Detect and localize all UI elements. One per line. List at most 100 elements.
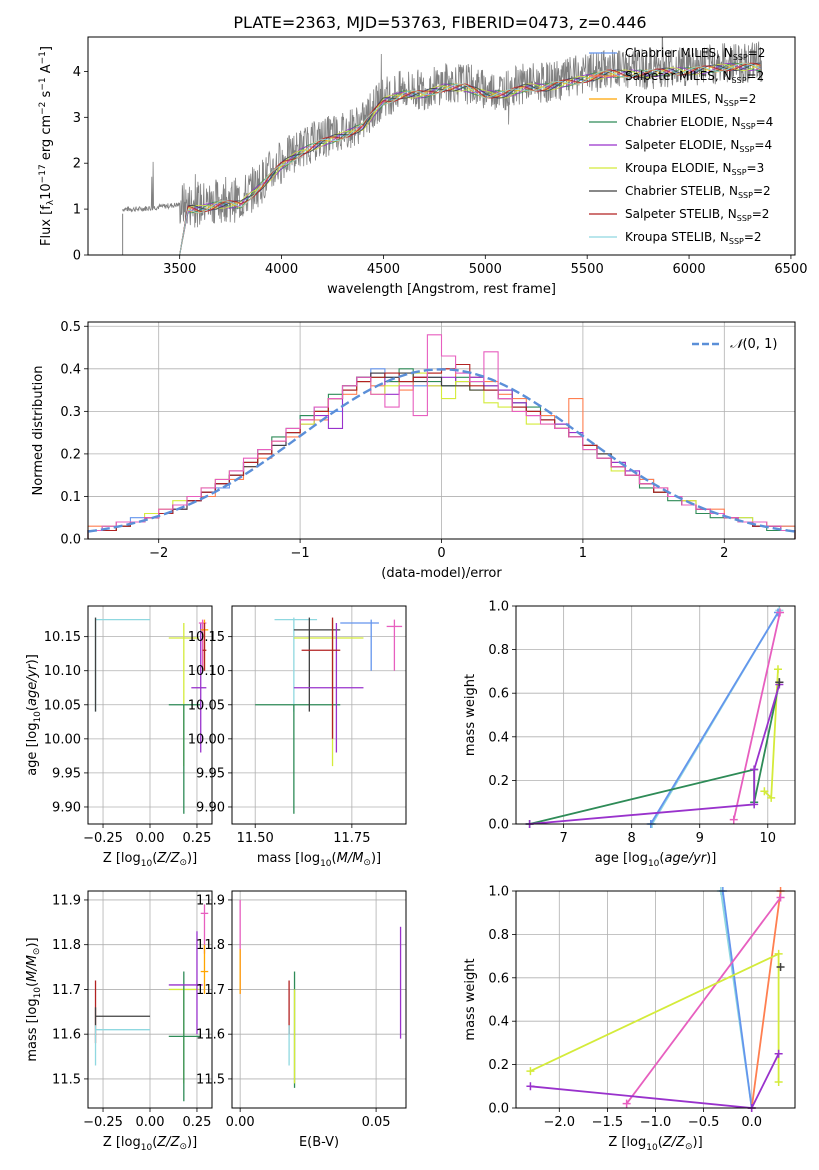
y-tick-label: 0.0 [60,533,81,548]
legend-sub: SSP [738,191,753,200]
legend-text: (0, 1) [742,337,777,352]
y-axis-label: mass weight [463,958,478,1040]
x-axis-label-part: 10 [320,859,332,869]
legend-text: Salpeter MILES, N [625,69,732,83]
mass-weight-marker [776,608,785,617]
y-tick-label: 11.5 [52,1072,81,1087]
model-spectrum-line [179,63,761,255]
y-axis-label-part: A [39,64,54,77]
x-tick-label: −2 [149,546,168,561]
x-tick-label: 0.05 [362,1115,391,1130]
y-tick-label: 11.9 [196,893,225,908]
mass-weight-line [530,952,780,1082]
x-axis-label-part: Z [log [103,1135,141,1150]
age-vs-metallicity-panel: −0.25 0.00 0.25 9.90 9.95 10.00 10.05 10.10 10.1… [25,605,213,869]
legend-text: Kroupa STELIB, N [625,230,729,244]
x-axis-label-part: )] [187,1135,197,1150]
x-axis-label: wavelength [Angstrom, rest frame] [327,282,556,297]
x-tick-label: 11.75 [333,831,370,846]
x-axis-label-part: 10 [648,859,660,869]
x-axis-label: Z [log10(Z/Z⊙)] [103,851,197,869]
x-axis-label-part: Z [log [608,1135,646,1150]
y-tick-label: 0.4 [60,362,81,377]
axes-frame [515,605,796,825]
mass-weight-marker [775,678,784,687]
y-axis-label-part: −17 [38,164,48,183]
legend-tail: =2 [744,230,762,244]
y-tick-label: 9.95 [52,766,81,781]
legend-sub: SSP [729,237,744,246]
legend-entry: Salpeter STELIB, NSSP=2 [625,207,769,223]
x-axis-label-part: Z/Z [662,1135,686,1150]
x-axis-label-part: wavelength [Angstrom, rest frame] [327,282,556,297]
x-axis-label: age [log10(age/yr)] [595,851,717,869]
legend-entry: Chabrier STELIB, NSSP=2 [625,184,771,200]
x-tick-label: −0.25 [83,1115,123,1130]
x-axis-label-part: )] [693,1135,703,1150]
x-tick-label: 1 [579,546,587,561]
normal-curve [87,368,796,533]
x-axis-label: E(B-V) [299,1135,339,1150]
mass-weight-vs-metallicity-panel: −2.0 −1.5 −1.0 −0.5 0.0 0.0 0.2 0.4 0.6 0.8 1.0 Z [… [463,885,796,1153]
legend-sub: SSP [739,145,754,154]
legend-entry: Salpeter ELODIE, NSSP=4 [625,138,772,154]
x-tick-label: −1.5 [592,1115,624,1130]
y-axis-label-part: 10 [33,987,43,999]
y-axis-label-part: mass [log [25,998,40,1061]
mass-weight-line [750,890,782,1109]
legend-text: Kroupa MILES, N [625,92,724,106]
mass-weight-marker [760,787,769,796]
y-tick-label: 0.0 [488,818,509,833]
y-tick-label: 11.8 [52,938,81,953]
y-tick-label: 0.1 [60,490,81,505]
legend-entry: Chabrier MILES, NSSP=2 [625,46,765,62]
legend-text: Chabrier MILES, N [625,46,733,60]
x-axis-label-part: ⊙ [179,1142,187,1152]
x-axis-label-part: (data-model)/error [381,566,502,581]
x-axis-label-part: age [log [595,851,648,866]
mass-weight-line [721,890,753,1109]
y-axis-label-part: M/M [25,955,40,982]
legend-tail: =2 [739,92,757,106]
mass-weight-marker [774,1077,783,1086]
model-spectrum-line [179,62,761,255]
mass-weight-marker [750,765,759,774]
y-tick-label: 10.15 [188,630,225,645]
y-tick-label: 0.4 [488,730,509,745]
y-tick-label: 11.8 [196,938,225,953]
mass-weight-marker [622,1099,631,1108]
y-axis-label: mass [log10(M/M⊙)] [25,937,43,1061]
x-tick-label: 8 [628,831,636,846]
legend-tail: =2 [753,184,771,198]
x-tick-label: 5000 [469,262,502,277]
y-axis-label-part: erg cm [39,115,54,164]
residual-histogram-panel: −2 −1 0 1 2 0.0 0.1 0.2 0.3 0.4 0.5 (data-model)/er… [31,320,796,581]
y-tick-label: 11.6 [52,1028,81,1043]
y-axis-label-part: )] [25,937,40,947]
y-axis-label-part: Normed distribution [31,366,46,496]
y-axis-label-part: ⊙ [32,948,42,956]
y-tick-label: 0.2 [488,774,509,789]
legend-tail: =2 [752,207,770,221]
legend-tail: =4 [756,115,774,129]
mass-weight-marker [774,949,783,958]
y-axis-label-part: age [log [25,723,40,776]
y-tick-label: 0.5 [60,320,81,335]
y-tick-label: 0.6 [488,971,509,986]
x-tick-label: 3500 [163,262,196,277]
x-tick-label: 2 [720,546,728,561]
x-axis-label-part: )] [187,851,197,866]
y-axis-label-part: λ [46,199,56,205]
y-tick-label: 1 [73,203,81,218]
y-tick-label: 9.95 [196,766,225,781]
age-vs-mass-panel: 11.50 11.75 9.90 9.95 10.00 10.05 10.10 10.15 ma… [188,605,407,869]
x-axis-label-part: ⊙ [179,858,187,868]
y-tick-label: 10.05 [44,698,81,713]
axes-frame [87,321,796,540]
mass-weight-line [649,612,779,825]
x-axis-label-part: M/M [337,851,364,866]
x-tick-label: 0.00 [136,1115,165,1130]
x-axis-label-part: E(B-V) [299,1135,339,1150]
